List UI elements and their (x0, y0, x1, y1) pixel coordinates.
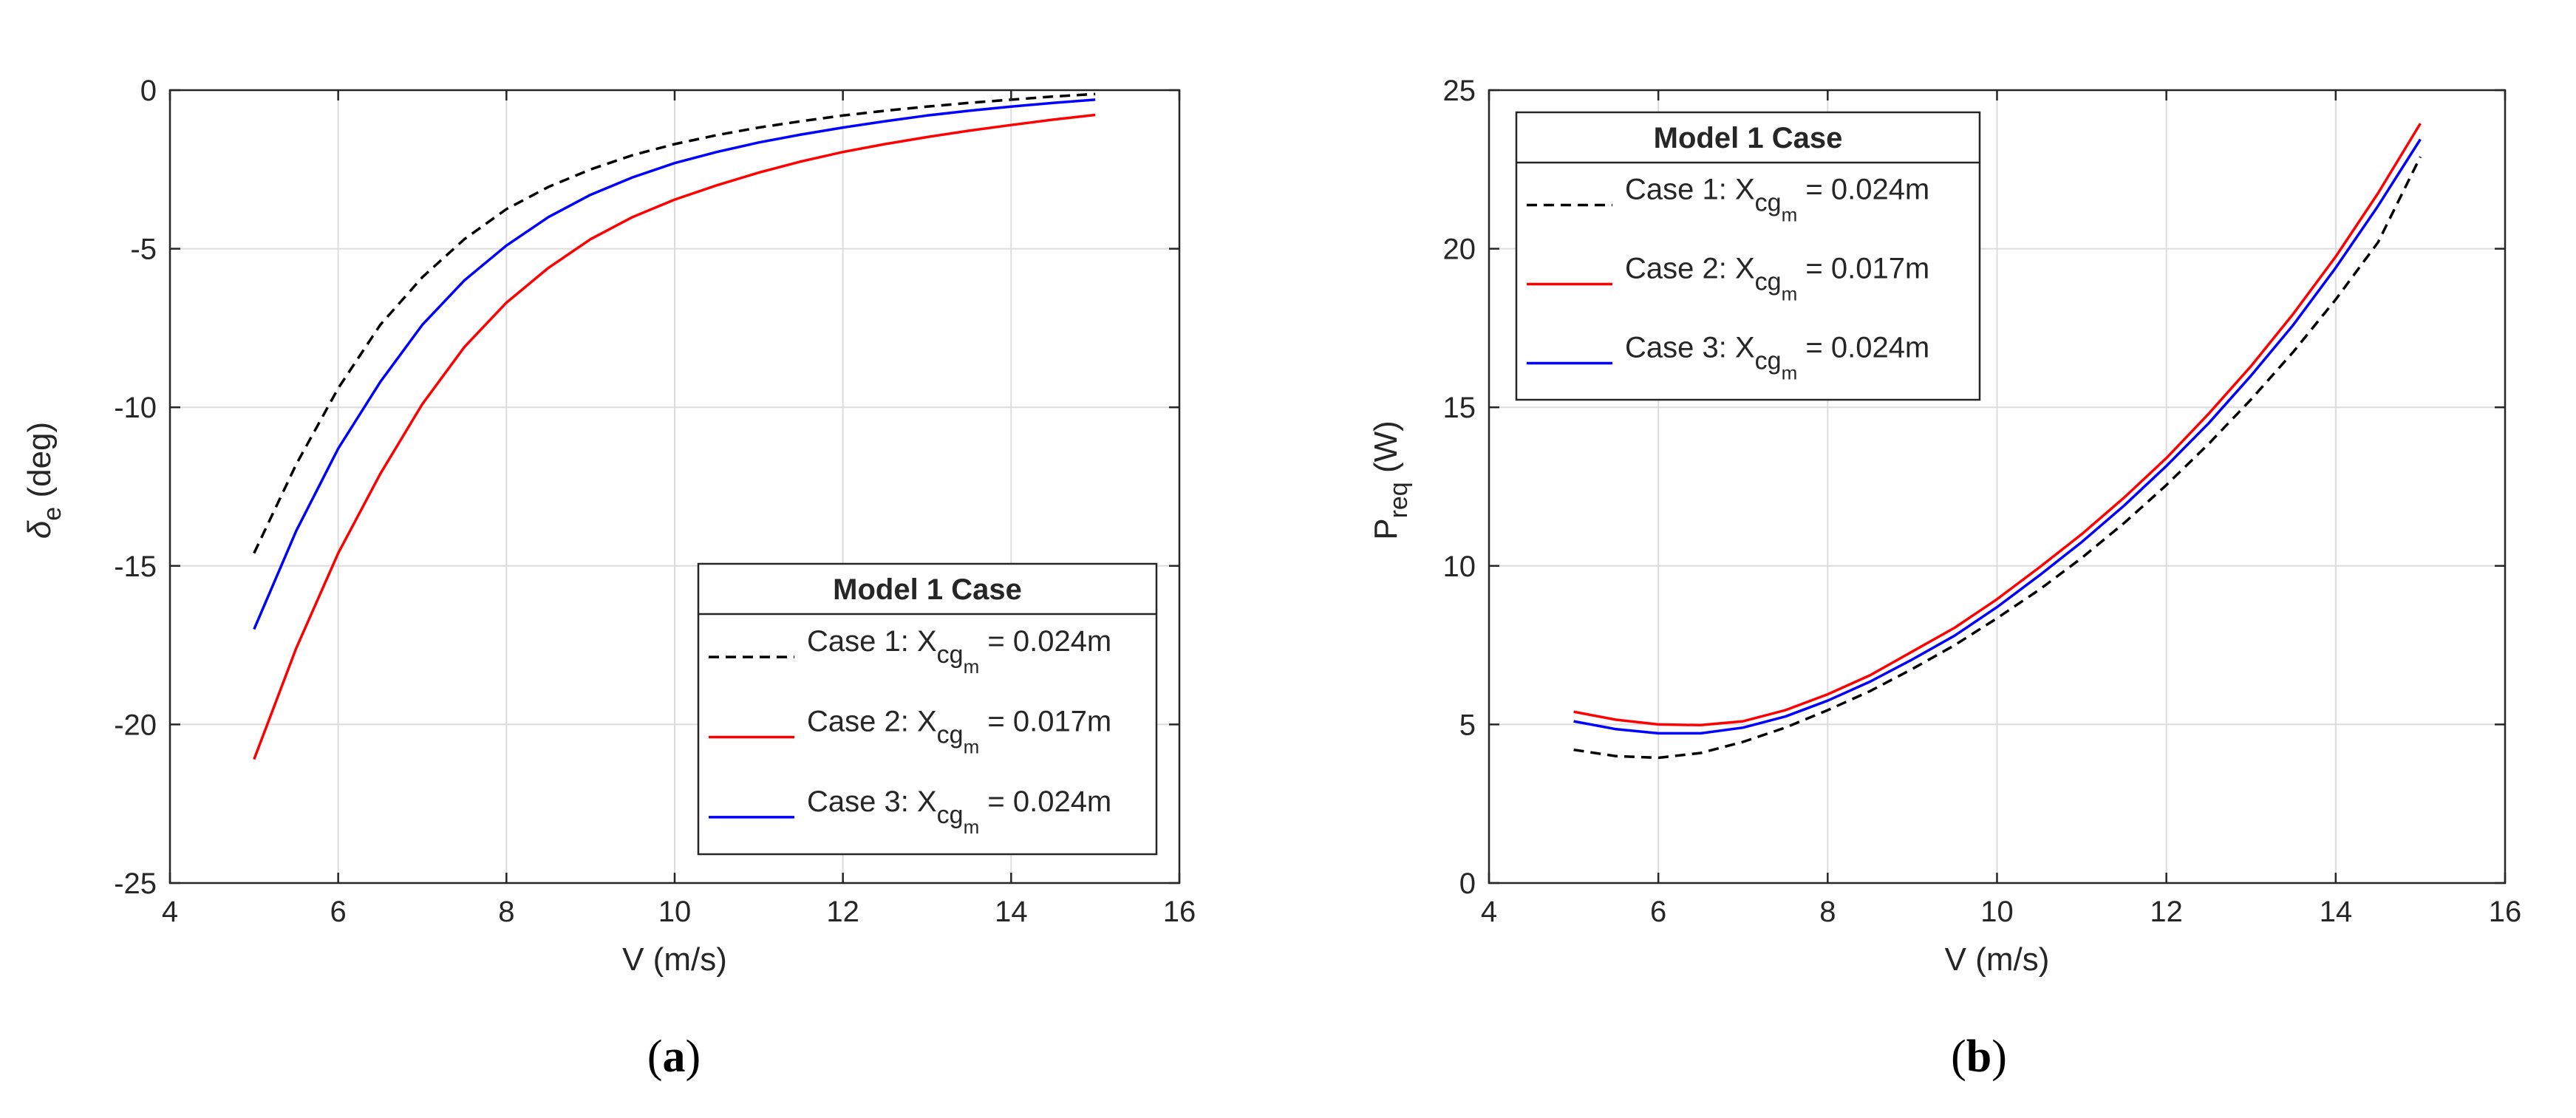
series-line-case-1 (1573, 156, 2422, 760)
legend-entry-subsub: m (964, 736, 980, 758)
x-tick-label: 12 (2150, 896, 2183, 928)
legend-entry-suffix: = 0.017m (1797, 253, 1929, 285)
y-axis-symbol: δ (21, 520, 58, 539)
y-tick-label: 0 (140, 75, 157, 107)
series-line-case-2 (253, 113, 1096, 760)
y-axis-label: Preq (W) (1368, 420, 1413, 540)
chart-b: 4 6 8 10 12 14 16 0 5 10 15 20 25 V (m/s) Preq (W) Mode… (1368, 75, 2521, 1082)
y-axis-unit: (deg) (21, 422, 58, 507)
y-tick-label: 10 (1443, 551, 1476, 583)
legend-entry-label: Case 2: Xcgm = 0.017m (807, 706, 1111, 758)
y-axis-symbol: P (1368, 518, 1404, 539)
legend-entry-sub: cg (937, 641, 964, 669)
series-line-case-2 (1573, 123, 2422, 727)
legend-entry-subsub: m (1782, 362, 1798, 384)
x-tick-label: 8 (498, 896, 514, 928)
x-tick-label: 4 (162, 896, 178, 928)
x-tick-label: 10 (1980, 896, 2014, 928)
x-tick-label: 6 (1650, 896, 1666, 928)
x-tick-label: 14 (2320, 896, 2353, 928)
x-axis-label: V (m/s) (622, 941, 727, 978)
legend-entry-subsub: m (964, 816, 980, 838)
legend-entry-subsub: m (964, 655, 980, 678)
y-axis-subscript: e (38, 507, 67, 521)
legend-entry-suffix: = 0.024m (979, 785, 1111, 818)
legend-entry-label: Case 2: Xcgm = 0.017m (1625, 253, 1929, 305)
y-tick-label: -25 (114, 868, 157, 900)
legend-title: Model 1 Case (1654, 122, 1843, 154)
x-tick-label: 12 (826, 896, 859, 928)
y-tick-label: -15 (114, 551, 157, 583)
panel-label: (b) (1951, 1032, 2007, 1082)
legend-entry-suffix: = 0.024m (1797, 174, 1929, 206)
y-tick-label: -20 (114, 709, 157, 741)
panel-letter: a (663, 1032, 686, 1082)
x-tick-label: 16 (2489, 896, 2522, 928)
y-tick-label: 25 (1443, 75, 1476, 107)
legend-title: Model 1 Case (833, 573, 1022, 606)
legend-entry-prefix: Case 3: X (1625, 332, 1755, 364)
legend-entry-suffix: = 0.017m (979, 706, 1111, 738)
legend-entry-sub: cg (1755, 347, 1782, 375)
y-tick-label: 15 (1443, 392, 1476, 424)
panel-paren-open: ( (1951, 1032, 1966, 1082)
x-axis-label: V (m/s) (1945, 941, 2050, 978)
x-tick-label: 14 (995, 896, 1028, 928)
y-axis-subscript: req (1385, 482, 1413, 518)
panel-paren-close: ) (1991, 1032, 2007, 1082)
x-tick-label: 10 (658, 896, 692, 928)
x-tick-label: 4 (1481, 896, 1497, 928)
legend-entry-suffix: = 0.024m (1797, 332, 1929, 364)
series-line-case-3 (253, 98, 1096, 630)
y-tick-label: 20 (1443, 234, 1476, 266)
x-tick-label: 6 (330, 896, 347, 928)
series-line-case-1 (253, 92, 1096, 554)
panel-letter: b (1966, 1032, 1991, 1082)
y-axis-label: δe (deg) (21, 422, 67, 539)
y-tick-label: 5 (1459, 709, 1476, 741)
x-tick-label: 8 (1819, 896, 1836, 928)
legend-entry-prefix: Case 2: X (1625, 253, 1755, 285)
panel-paren-open: ( (647, 1032, 663, 1082)
y-tick-label: 0 (1459, 868, 1476, 900)
y-axis-unit: (W) (1368, 420, 1404, 482)
y-tick-label: -5 (130, 234, 157, 266)
legend-entry-prefix: Case 2: X (807, 706, 937, 738)
legend-entry-label: Case 1: Xcgm = 0.024m (1625, 174, 1929, 226)
legend-entry-prefix: Case 1: X (807, 625, 937, 658)
legend-box (697, 562, 1158, 856)
legend-entry-sub: cg (937, 801, 964, 829)
legend-entry-label: Case 3: Xcgm = 0.024m (807, 785, 1111, 838)
legend-entry-sub: cg (1755, 268, 1782, 296)
legend-entry-label: Case 1: Xcgm = 0.024m (807, 625, 1111, 678)
legend-entry-sub: cg (1755, 189, 1782, 217)
legend-entry-subsub: m (1782, 283, 1798, 305)
x-tick-label: 16 (1163, 896, 1196, 928)
legend-entry-prefix: Case 3: X (807, 785, 937, 818)
panel-label: (a) (647, 1032, 701, 1082)
legend-entry-sub: cg (937, 721, 964, 749)
panel-paren-close: ) (686, 1032, 701, 1082)
y-tick-label: -10 (114, 392, 157, 424)
series-line-case-3 (1573, 138, 2422, 735)
legend-entry-subsub: m (1782, 204, 1798, 226)
legend-entry-suffix: = 0.024m (979, 625, 1111, 658)
legend-box (1515, 111, 1981, 401)
chart-a: 4 6 8 10 12 14 16 0 -5 -10 -15 -20 -25 V (m/s) δe (deg… (21, 75, 1196, 1082)
legend-entry-prefix: Case 1: X (1625, 174, 1755, 206)
legend-entry-label: Case 3: Xcgm = 0.024m (1625, 332, 1929, 384)
